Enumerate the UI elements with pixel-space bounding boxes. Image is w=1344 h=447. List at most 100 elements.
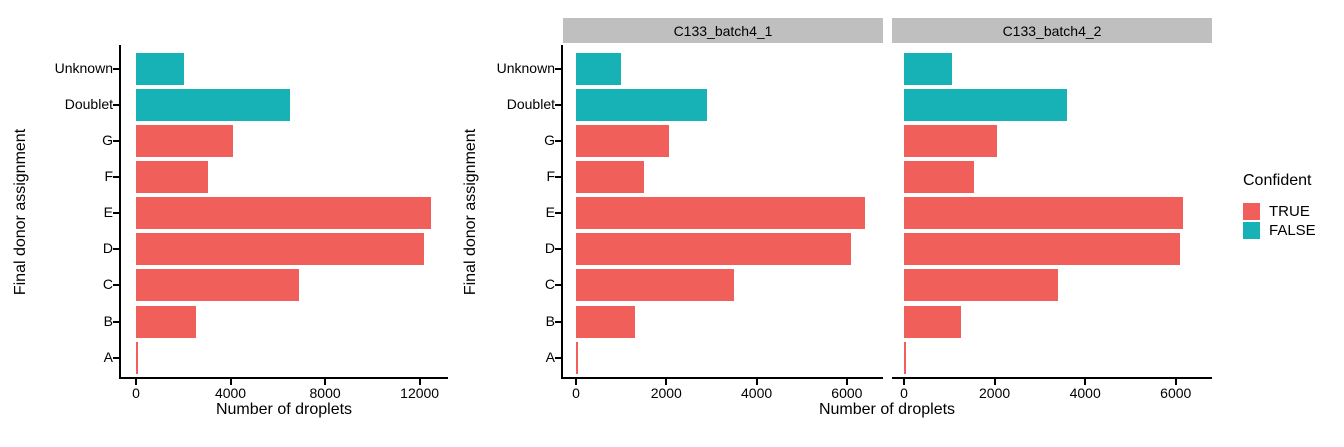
legend: Confident TRUE FALSE	[1243, 172, 1316, 240]
y-tick-e	[113, 212, 119, 215]
y-tick-label-e: E	[103, 204, 113, 221]
bar-b	[576, 305, 635, 338]
x-axis-title-left-plot: Number of droplets	[215, 401, 353, 418]
bar-f	[136, 160, 209, 193]
y-tick-label-g: G	[544, 131, 555, 148]
y-tick-label-d: D	[102, 240, 113, 257]
bar-unknown	[136, 52, 185, 85]
facet-strip-batch4-1: C133_batch4_1	[563, 18, 883, 43]
facet-strip-batch4-2: C133_batch4_2	[892, 18, 1212, 43]
x-tick-2000	[665, 379, 668, 385]
x-axis-line	[892, 377, 1212, 379]
y-axis-line	[119, 45, 121, 379]
y-tick-label-a: A	[103, 348, 113, 365]
x-tick-label-0: 0	[900, 385, 908, 401]
y-tick-doublet	[555, 103, 561, 106]
bar-e	[904, 197, 1183, 230]
x-tick-12000	[418, 379, 421, 385]
x-tick-label-12000: 12000	[400, 385, 440, 401]
x-tick-label-0: 0	[132, 385, 140, 401]
bar-unknown	[576, 52, 622, 85]
x-tick-8000	[324, 379, 327, 385]
y-tick-unknown	[113, 67, 119, 70]
y-tick-label-b: B	[545, 312, 555, 329]
x-tick-4000	[1084, 379, 1087, 385]
x-tick-0	[135, 379, 137, 385]
bar-c	[576, 269, 734, 302]
legend-items: TRUE FALSE	[1243, 202, 1316, 240]
y-tick-g	[113, 139, 119, 142]
bar-b	[904, 305, 961, 338]
x-tick-label-4000: 4000	[214, 385, 247, 401]
x-tick-label-8000: 8000	[309, 385, 341, 401]
y-tick-label-f: F	[104, 167, 113, 184]
bar-g	[136, 124, 233, 157]
y-tick-label-d: D	[544, 240, 555, 257]
legend-swatch-true	[1243, 203, 1260, 220]
legend-label: TRUE	[1269, 203, 1310, 220]
x-tick-6000	[845, 379, 848, 385]
x-tick-label-6000: 6000	[1160, 385, 1192, 401]
legend-label: FALSE	[1269, 222, 1316, 239]
x-tick-0	[575, 379, 577, 385]
x-tick-label-0: 0	[572, 385, 580, 401]
y-tick-f	[555, 175, 561, 178]
y-tick-label-c: C	[544, 276, 555, 293]
legend-title: Confident	[1243, 172, 1312, 189]
x-tick-label-2000: 2000	[979, 385, 1011, 401]
bar-a	[904, 341, 907, 374]
facet-strip-label: C133_batch4_1	[673, 22, 773, 39]
x-tick-label-4000: 4000	[1069, 385, 1101, 401]
x-tick-label-4000: 4000	[741, 385, 773, 401]
legend-swatch-false	[1243, 222, 1260, 239]
x-axis-line	[119, 377, 448, 379]
y-tick-label-e: E	[545, 204, 555, 221]
y-tick-unknown	[555, 67, 561, 70]
x-tick-4000	[755, 379, 758, 385]
bar-doublet	[136, 88, 290, 121]
y-tick-label-unknown: Unknown	[54, 59, 113, 76]
y-tick-b	[555, 320, 561, 323]
y-tick-b	[113, 320, 119, 323]
x-tick-label-2000: 2000	[650, 385, 682, 401]
bar-doublet	[904, 88, 1068, 121]
bar-g	[904, 124, 997, 157]
y-tick-doublet	[113, 103, 119, 106]
y-tick-label-g: G	[102, 131, 113, 148]
y-tick-label-unknown: Unknown	[496, 59, 555, 76]
y-tick-a	[555, 356, 561, 359]
y-axis-line	[561, 45, 563, 379]
y-tick-e	[555, 212, 561, 215]
x-axis-line	[561, 377, 883, 379]
x-axis-title-facet-plot: Number of droplets	[818, 401, 956, 418]
bar-f	[904, 160, 975, 193]
x-tick-4000	[229, 379, 232, 385]
facet-strip-label: C133_batch4_2	[1002, 22, 1102, 39]
legend-item-true: TRUE	[1243, 202, 1316, 221]
bar-e	[576, 197, 865, 230]
bar-b	[136, 305, 197, 338]
bar-c	[136, 269, 300, 302]
bar-g	[576, 124, 669, 157]
x-tick-0	[903, 379, 905, 385]
y-tick-a	[113, 356, 119, 359]
y-tick-label-a: A	[545, 348, 555, 365]
x-tick-6000	[1174, 379, 1177, 385]
y-tick-c	[555, 284, 561, 287]
x-tick-label-6000: 6000	[831, 385, 863, 401]
y-tick-g	[555, 139, 561, 142]
y-tick-d	[113, 248, 119, 251]
bar-d	[136, 233, 425, 266]
y-tick-label-b: B	[103, 312, 113, 329]
y-tick-f	[113, 175, 119, 178]
y-tick-d	[555, 248, 561, 251]
bar-d	[576, 233, 852, 266]
legend-item-false: FALSE	[1243, 221, 1316, 240]
y-tick-label-f: F	[546, 167, 555, 184]
y-tick-label-doublet: Doublet	[506, 95, 555, 112]
bar-e	[136, 197, 432, 230]
y-tick-label-c: C	[102, 276, 113, 293]
bar-f	[576, 160, 644, 193]
y-tick-label-doublet: Doublet	[64, 95, 113, 112]
